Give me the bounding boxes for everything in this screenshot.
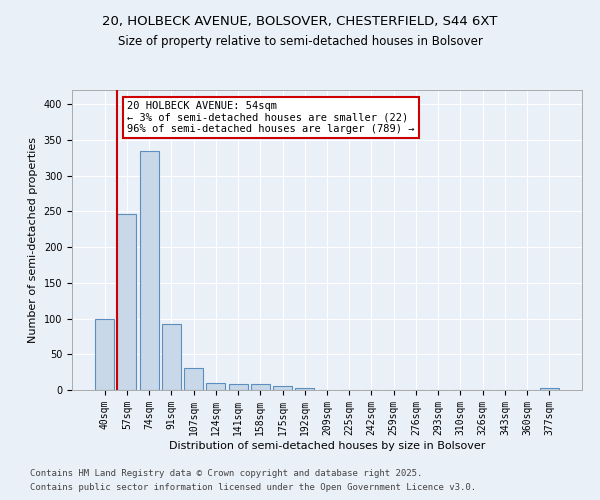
Bar — [162, 324, 181, 390]
Bar — [95, 318, 114, 390]
Text: Size of property relative to semi-detached houses in Bolsover: Size of property relative to semi-detach… — [118, 35, 482, 48]
Bar — [273, 386, 292, 390]
Bar — [206, 383, 225, 390]
Bar — [295, 388, 314, 390]
Text: Contains HM Land Registry data © Crown copyright and database right 2025.: Contains HM Land Registry data © Crown c… — [30, 468, 422, 477]
Bar — [229, 384, 248, 390]
Bar — [184, 368, 203, 390]
X-axis label: Distribution of semi-detached houses by size in Bolsover: Distribution of semi-detached houses by … — [169, 440, 485, 450]
Text: 20, HOLBECK AVENUE, BOLSOVER, CHESTERFIELD, S44 6XT: 20, HOLBECK AVENUE, BOLSOVER, CHESTERFIE… — [103, 15, 497, 28]
Y-axis label: Number of semi-detached properties: Number of semi-detached properties — [28, 137, 38, 343]
Bar — [140, 150, 158, 390]
Text: Contains public sector information licensed under the Open Government Licence v3: Contains public sector information licen… — [30, 484, 476, 492]
Text: 20 HOLBECK AVENUE: 54sqm
← 3% of semi-detached houses are smaller (22)
96% of se: 20 HOLBECK AVENUE: 54sqm ← 3% of semi-de… — [127, 100, 415, 134]
Bar — [118, 214, 136, 390]
Bar — [251, 384, 270, 390]
Bar — [540, 388, 559, 390]
